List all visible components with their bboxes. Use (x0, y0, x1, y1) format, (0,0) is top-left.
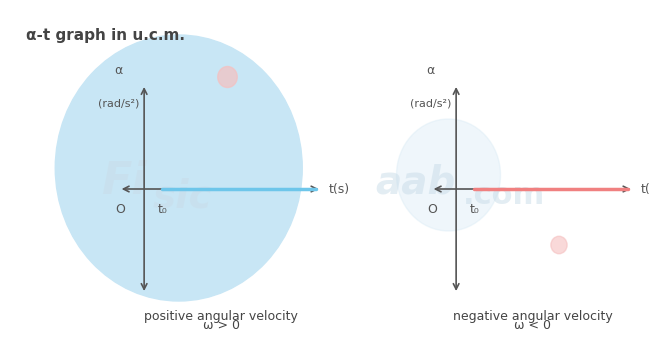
Circle shape (551, 236, 567, 254)
Text: O: O (116, 203, 125, 216)
Text: t(s): t(s) (329, 182, 350, 196)
Text: sic: sic (152, 177, 212, 215)
Text: O: O (428, 203, 437, 216)
Text: ω > 0: ω > 0 (203, 319, 239, 332)
Text: t(s): t(s) (641, 182, 650, 196)
Circle shape (55, 35, 302, 301)
Text: (rad/s²): (rad/s²) (98, 99, 140, 108)
Text: t₀: t₀ (157, 203, 167, 216)
Text: Fi: Fi (101, 161, 146, 203)
Text: α-t graph in u.c.m.: α-t graph in u.c.m. (26, 28, 185, 43)
Text: ω < 0: ω < 0 (515, 319, 551, 332)
Text: α: α (426, 64, 435, 77)
Text: positive angular velocity: positive angular velocity (144, 310, 298, 323)
Text: t₀: t₀ (469, 203, 479, 216)
Text: negative angular velocity: negative angular velocity (453, 310, 613, 323)
Text: aab: aab (376, 163, 456, 201)
Circle shape (396, 119, 500, 231)
Circle shape (218, 66, 237, 88)
Text: .com: .com (463, 182, 545, 210)
Text: (rad/s²): (rad/s²) (410, 99, 452, 108)
Text: α: α (114, 64, 123, 77)
